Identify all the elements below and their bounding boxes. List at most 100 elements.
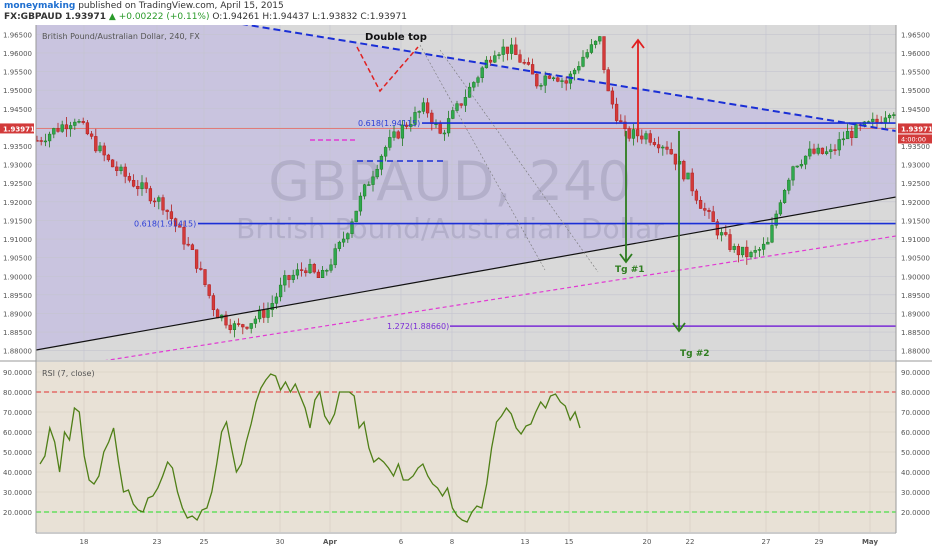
price-tick-left: 1.88000 [3, 348, 32, 356]
quote-line: FX:GBPAUD 1.93971 ▲ +0.00222 (+0.11%) O:… [4, 12, 407, 22]
price-tick-right: 1.90000 [901, 273, 930, 281]
candle-body [766, 241, 770, 245]
candle-body [820, 147, 825, 154]
candle-body [547, 75, 552, 79]
price-axis[interactable]: 1.96500 1.96500 1.96000 1.96000 1.95500 1.955… [0, 31, 932, 356]
candle-body [493, 55, 497, 63]
candle-body [694, 190, 699, 201]
candle-body [211, 295, 216, 310]
rsi-tick-left: 90.0000 [3, 369, 32, 377]
candle-body [73, 121, 77, 126]
candle-body [669, 149, 673, 155]
double-top-zigzag [356, 46, 419, 93]
candle-body [430, 112, 434, 125]
candle-body [253, 318, 258, 324]
candle-body [161, 197, 165, 211]
candle-body [451, 110, 455, 119]
candle-body [707, 210, 711, 212]
last-price-badge-text: 1.93971 [901, 125, 932, 133]
candle-body [409, 124, 413, 127]
candle-body [897, 105, 900, 114]
candle-body [417, 111, 421, 113]
candle-body [123, 166, 127, 177]
candle-body [875, 118, 879, 123]
ascending-trendline [36, 196, 896, 351]
price-tick-left: 1.91500 [3, 217, 32, 225]
price-tick-right: 1.89000 [901, 310, 930, 318]
candle-body [278, 284, 283, 298]
candle-body [871, 118, 875, 122]
double-top-label: Double top [365, 32, 427, 43]
candle-body [787, 179, 791, 191]
candle-body [333, 248, 337, 266]
time-tick: 20 [643, 538, 652, 546]
candle-body [652, 142, 657, 145]
candle-body [581, 56, 585, 67]
rsi-grid [36, 362, 896, 532]
price-tick-right: 1.96500 [901, 31, 930, 39]
author-link[interactable]: moneymaking [4, 1, 76, 11]
candle-body [577, 66, 581, 71]
candle-body [774, 213, 778, 226]
price-tick-left: 1.96500 [3, 31, 32, 39]
rsi-axis[interactable]: 90.0000 90.0000 80.0000 80.0000 70.0000 70.00… [3, 369, 930, 517]
candle-body [585, 52, 589, 58]
descending-trendline [242, 25, 896, 132]
candle-body [572, 69, 577, 75]
candle-body [173, 218, 178, 226]
candle-body [106, 154, 111, 161]
candle-body [270, 303, 274, 311]
candle-body [362, 184, 367, 197]
candle-body [745, 246, 749, 258]
candle-body [350, 221, 354, 234]
candle-body [627, 128, 631, 139]
candle-body [371, 176, 375, 185]
time-tick: 6 [399, 538, 404, 546]
price-tick-left: 1.95000 [3, 87, 32, 95]
time-badge [898, 134, 932, 144]
last-price: 1.93971 [65, 12, 107, 22]
candle-body [841, 138, 846, 141]
candle-body [757, 249, 762, 251]
candle-body [392, 131, 396, 138]
price-tick-right: 1.88500 [901, 329, 930, 337]
candle-body [194, 249, 199, 269]
rsi-tick-left: 80.0000 [3, 389, 32, 397]
time-axis[interactable]: 18 23 25 30 Apr 6 8 13 15 20 22 27 29 May [80, 538, 879, 546]
time-tick: 18 [80, 538, 89, 546]
price-tick-right: 1.92000 [901, 199, 930, 207]
candle-body [665, 146, 669, 150]
candle-body [262, 309, 266, 318]
price-tick-right: 1.90500 [901, 255, 930, 263]
candle-body [698, 200, 703, 209]
candle-body [799, 164, 804, 167]
fib-0618-bottom-label: 0.618(1.91415) [134, 220, 196, 229]
candle-body [400, 124, 405, 139]
candle-body [182, 227, 186, 245]
candle-body [283, 275, 287, 286]
candle-body [43, 140, 48, 143]
candle-body [232, 323, 237, 330]
candle-body [593, 40, 598, 45]
candle-body [736, 246, 741, 256]
candle-body [824, 151, 829, 154]
candle-body [795, 165, 799, 168]
candle-body [740, 246, 745, 256]
candle-body [522, 62, 526, 64]
rsi-tick-left: 60.0000 [3, 429, 32, 437]
candle-body [110, 159, 115, 168]
candle-body [892, 114, 896, 116]
price-tick-left: 1.91000 [3, 236, 32, 244]
candle-body [274, 296, 279, 304]
price-tick-left: 1.93000 [3, 162, 32, 170]
price-change: ▲ +0.00222 (+0.11%) [108, 12, 210, 22]
candle-body [648, 133, 652, 143]
candle-body [60, 124, 64, 132]
rsi-tick-left: 70.0000 [3, 409, 32, 417]
candle-body [518, 54, 522, 63]
dotted-diagonal [419, 44, 546, 271]
price-tick-right: 1.96000 [901, 50, 930, 58]
candle-body [770, 225, 774, 243]
candle-body [812, 148, 816, 154]
